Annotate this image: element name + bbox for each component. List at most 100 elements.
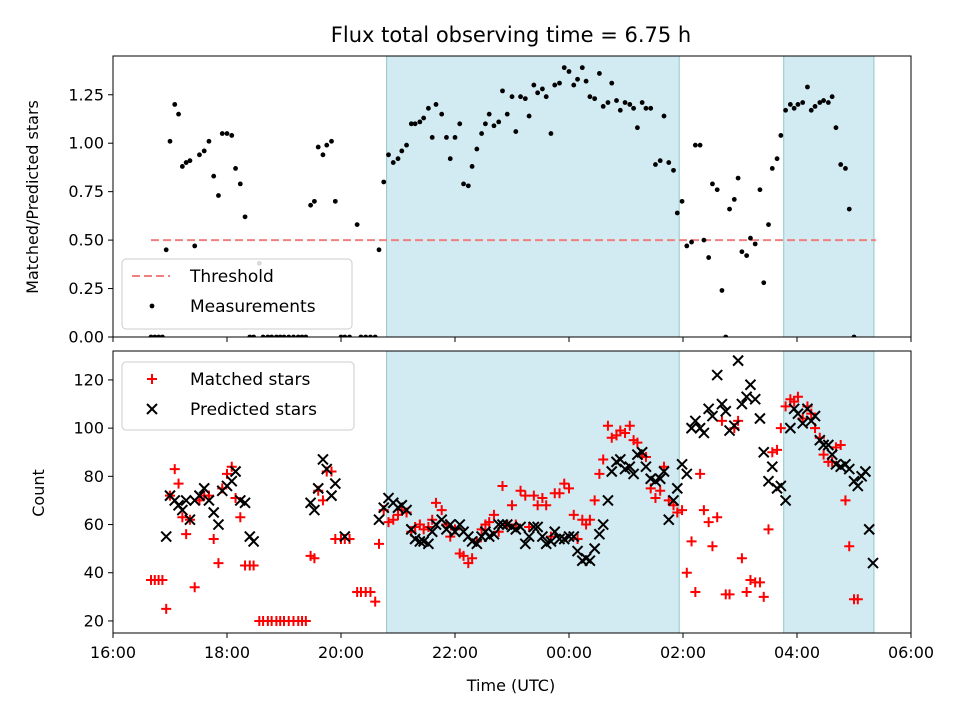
predicted-stars-point: [754, 412, 766, 425]
measurement-point: [571, 82, 577, 88]
measurement-point: [518, 94, 523, 100]
matched-stars-point: [602, 420, 613, 431]
measurement-point: [697, 142, 703, 148]
predicted-stars-point: [843, 463, 855, 475]
measurement-point: [583, 78, 589, 84]
measurement-point: [825, 100, 831, 105]
measurement-point: [479, 131, 484, 136]
matched-stars-point: [840, 495, 851, 506]
predicted-stars-point: [584, 554, 596, 567]
measurement-point: [404, 142, 409, 148]
matched-stars-point: [374, 538, 384, 549]
predicted-stars-point: [519, 538, 532, 550]
legend-label: Predicted stars: [190, 400, 317, 420]
predicted-stars-point: [553, 533, 566, 545]
matched-stars-point: [309, 553, 320, 564]
x-axis-label: Time (UTC): [466, 676, 555, 695]
measurement-point: [500, 88, 505, 94]
predicted-stars-point: [378, 501, 390, 514]
predicted-stars-point: [640, 460, 652, 473]
measurement-point: [787, 102, 793, 107]
measurement-point: [363, 334, 369, 337]
bottom-y-axis-label: Count: [29, 469, 48, 517]
predicted-stars-point: [568, 530, 580, 543]
matched-stars-point: [161, 603, 172, 614]
matched-stars-point: [317, 495, 328, 506]
predicted-stars-point: [160, 530, 172, 543]
matched-stars-point: [370, 596, 381, 607]
measurement-point: [631, 105, 636, 111]
top-plot-area: [148, 56, 876, 337]
chart-title: Flux total observing time = 6.75 h: [331, 23, 691, 47]
predicted-stars-point: [325, 489, 338, 502]
top-y-tick-label: 0.50: [68, 231, 104, 250]
measurement-point: [308, 202, 313, 208]
measurement-point: [674, 210, 680, 216]
predicted-stars-point: [706, 410, 719, 422]
measurement-point: [838, 162, 844, 167]
measurement-point: [444, 134, 449, 140]
matched-stars-point: [818, 449, 829, 460]
measurement-point: [812, 103, 818, 109]
measurement-point: [417, 119, 423, 125]
matched-stars-point: [537, 493, 548, 504]
measurement-point: [299, 334, 305, 337]
measurement-point: [757, 187, 763, 193]
predicted-stars-point: [528, 521, 540, 533]
measurement-point: [229, 133, 235, 138]
x-tick-label: 04:00: [774, 643, 820, 662]
measurement-point: [552, 82, 558, 88]
x-tick-label: 06:00: [888, 643, 934, 662]
measurement-point: [587, 94, 593, 100]
top-y-axis-label: Matched/Predicted stars: [23, 100, 42, 294]
matched-stars-point: [663, 495, 674, 506]
measurement-point: [176, 111, 181, 117]
matched-stars-point: [208, 534, 219, 544]
measurement-point: [197, 152, 202, 158]
matched-stars-point: [541, 500, 552, 511]
measurement-point: [412, 121, 418, 127]
matched-stars-point: [792, 391, 803, 402]
matched-stars-point: [650, 493, 661, 504]
measurement-point: [714, 187, 720, 193]
predicted-stars-point: [614, 453, 627, 466]
measurement-point: [739, 249, 745, 255]
measurement-point: [639, 100, 645, 105]
measurement-point: [433, 102, 439, 107]
matched-stars-point: [716, 415, 727, 426]
matched-stars-point: [497, 480, 508, 491]
predicted-stars-point: [685, 422, 698, 434]
predicted-stars-point: [597, 518, 609, 531]
bottom-y-tick-label: 20: [84, 611, 104, 630]
measurement-point: [622, 100, 628, 105]
measurement-point: [648, 105, 654, 111]
measurement-point: [653, 162, 658, 167]
predicted-stars-point: [728, 420, 741, 432]
predicted-stars-point: [207, 506, 220, 519]
matched-stars-point: [177, 512, 188, 523]
measurement-point: [233, 166, 238, 171]
measurement-point: [368, 334, 373, 337]
measurement-point: [237, 181, 243, 187]
measurement-point: [791, 105, 797, 111]
measurement-point: [846, 206, 852, 212]
predicted-stars-point: [226, 475, 238, 487]
predicted-stars-point: [563, 530, 575, 543]
measurement-point: [247, 334, 253, 337]
measurement-point: [661, 113, 667, 119]
predicted-stars-point: [817, 439, 830, 451]
measurement-point: [561, 65, 567, 71]
legend-predicted-swatch: [146, 403, 158, 415]
predicted-stars-point: [212, 518, 225, 531]
measurement-point: [579, 65, 585, 71]
measurement-point: [761, 280, 767, 286]
x-tick-label: 16:00: [90, 643, 136, 662]
matched-stars-point: [194, 495, 205, 506]
top-shaded-interval: [783, 56, 875, 337]
predicted-stars-point: [602, 494, 614, 507]
measurement-point: [206, 138, 212, 144]
measurement-point: [312, 198, 317, 204]
measurement-point: [242, 214, 248, 220]
measurement-point: [358, 334, 364, 337]
measurement-point: [452, 134, 458, 140]
